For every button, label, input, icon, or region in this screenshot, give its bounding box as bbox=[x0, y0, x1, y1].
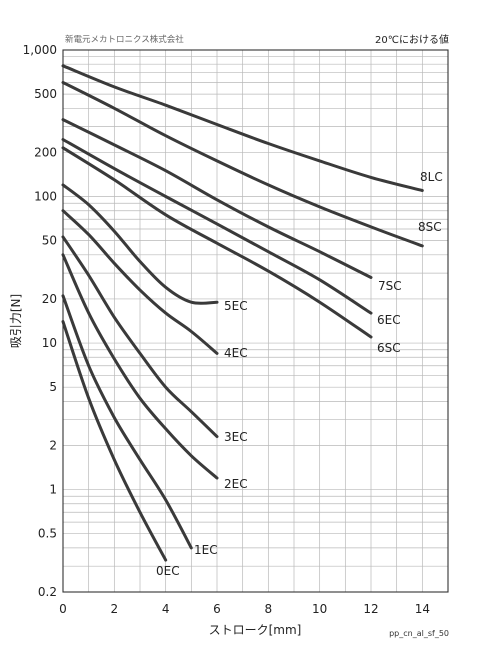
series-label-5ec: 5EC bbox=[224, 299, 248, 313]
x-tick-labels: 0 2 4 6 8 10 12 14 bbox=[59, 602, 430, 616]
series-line-2ec bbox=[61, 253, 219, 480]
y-tick-label: 50 bbox=[42, 234, 57, 248]
series-line-0ec bbox=[61, 320, 168, 562]
y-tick-label: 500 bbox=[34, 87, 57, 101]
series-label-3ec: 3EC bbox=[224, 430, 248, 444]
y-tick-label: 0.5 bbox=[38, 527, 57, 541]
series-label-0ec: 0EC bbox=[156, 564, 180, 578]
series-line-5ec bbox=[61, 183, 219, 305]
series-line-1ec bbox=[61, 294, 193, 550]
figure-code: pp_cn_al_sf_50 bbox=[389, 629, 449, 638]
series-label-8sc: 8SC bbox=[418, 220, 442, 234]
y-tick-label: 200 bbox=[34, 145, 57, 159]
series-label-6sc: 6SC bbox=[377, 341, 401, 355]
y-tick-label: 5 bbox=[49, 380, 57, 394]
x-tick-label: 14 bbox=[415, 602, 430, 616]
series-label-4ec: 4EC bbox=[224, 346, 248, 360]
series-line-6sc bbox=[61, 146, 373, 339]
series-lines bbox=[61, 64, 424, 562]
series-line-7sc bbox=[61, 118, 373, 279]
x-tick-label: 8 bbox=[265, 602, 273, 616]
x-tick-label: 6 bbox=[213, 602, 221, 616]
series-label-1ec: 1EC bbox=[194, 543, 218, 557]
y-tick-label: 0.2 bbox=[38, 585, 57, 599]
x-tick-label: 10 bbox=[312, 602, 327, 616]
y-tick-label: 1 bbox=[49, 483, 57, 497]
y-axis-title: 吸引力[N] bbox=[9, 294, 23, 348]
x-tick-label: 0 bbox=[59, 602, 67, 616]
series-line-4ec bbox=[61, 209, 219, 355]
grid bbox=[63, 50, 448, 592]
series-label-6ec: 6EC bbox=[377, 313, 401, 327]
series-labels: 8LC 8SC 7SC 6EC 6SC 5EC 4EC 3EC 2EC 1EC 0EC bbox=[156, 170, 443, 578]
x-tick-label: 4 bbox=[162, 602, 170, 616]
series-label-8lc: 8LC bbox=[420, 170, 443, 184]
series-line-8lc bbox=[61, 64, 424, 192]
plot-frame bbox=[62, 49, 449, 593]
y-tick-label: 2 bbox=[49, 438, 57, 452]
y-tick-label: 20 bbox=[42, 292, 57, 306]
y-tick-labels: 0.2 0.5 1 2 5 10 20 50 100 200 500 1,000 bbox=[23, 43, 57, 599]
y-tick-label: 100 bbox=[34, 190, 57, 204]
series-line-8sc bbox=[61, 81, 424, 248]
company-name: 新電元メカトロニクス株式会社 bbox=[65, 34, 184, 45]
y-tick-label: 10 bbox=[42, 336, 57, 350]
x-tick-label: 2 bbox=[111, 602, 119, 616]
series-line-3ec bbox=[61, 235, 219, 439]
x-axis-title: ストローク[mm] bbox=[209, 623, 302, 637]
series-label-2ec: 2EC bbox=[224, 477, 248, 491]
series-line-6ec bbox=[61, 138, 373, 315]
x-tick-label: 12 bbox=[363, 602, 378, 616]
series-label-7sc: 7SC bbox=[378, 279, 402, 293]
condition-note: 20℃における値 bbox=[375, 33, 449, 46]
y-tick-label: 1,000 bbox=[23, 43, 57, 57]
